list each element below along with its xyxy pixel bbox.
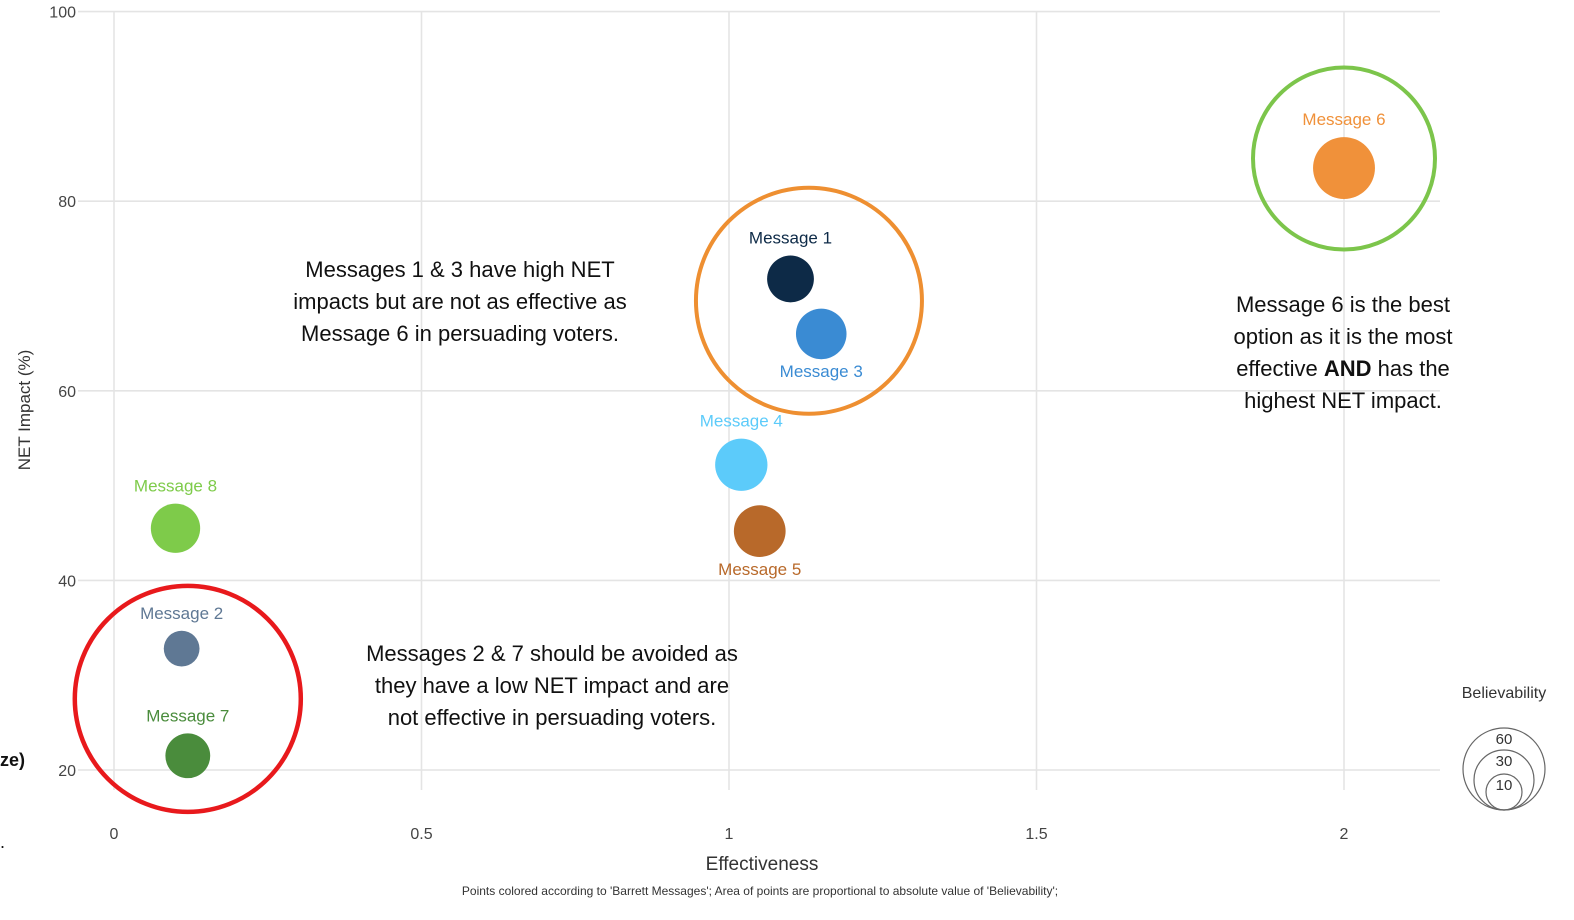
y-tick-label: 80	[58, 194, 76, 211]
data-point	[165, 733, 211, 779]
data-label: Message 2	[140, 604, 223, 623]
annotation-line: impacts but are not as effective as	[293, 289, 627, 314]
data-label: Message 6	[1302, 110, 1385, 129]
highlight-ring	[1251, 65, 1437, 252]
grid-lines	[78, 10, 1440, 790]
clipped-left-mark: .	[0, 832, 6, 852]
y-tick-label: 20	[58, 763, 76, 780]
y-axis-label: NET Impact (%)	[15, 350, 34, 471]
legend-value: 10	[1496, 777, 1513, 794]
believability-legend: Believability 60 30 10	[1462, 685, 1546, 811]
data-label: Message 8	[134, 477, 217, 496]
data-point	[715, 438, 768, 491]
clipped-left-text: ze)	[0, 750, 26, 770]
y-tick-label: 40	[58, 573, 76, 590]
annotation-line: Messages 1 & 3 have high NET	[305, 257, 615, 282]
annotation-line: highest NET impact.	[1244, 388, 1442, 413]
axis-ticks: 20 40 60 80 100 0 0.5 1 1.5 2	[49, 5, 1348, 843]
annotation-line: they have a low NET impact and are	[374, 673, 730, 698]
highlight-ring	[72, 583, 304, 815]
data-point	[1313, 137, 1375, 199]
chart-caption: Points colored according to 'Barrett Mes…	[461, 884, 1059, 898]
highlight-circles	[72, 65, 1437, 815]
data-label: Message 1	[749, 229, 832, 248]
annotation-line: option as it is the most	[1233, 324, 1453, 349]
legend-value: 60	[1496, 731, 1513, 748]
annotation-line: effective AND has the	[1180, 353, 1506, 385]
annotation-line: Message 6 in persuading voters.	[301, 321, 619, 346]
data-point	[150, 503, 201, 553]
legend-title: Believability	[1462, 685, 1546, 702]
y-tick-label: 60	[58, 384, 76, 401]
y-tick-label: 100	[49, 5, 76, 22]
annotation-messages-2-7: Messages 2 & 7 should be avoided as they…	[318, 638, 786, 734]
annotation-bold-and: AND	[1323, 356, 1372, 381]
legend-circle	[1485, 773, 1523, 811]
data-label: Message 3	[780, 362, 863, 381]
data-point	[163, 630, 200, 667]
x-tick-label: 1.5	[1025, 826, 1047, 843]
x-tick-label: 1	[725, 826, 734, 843]
data-point	[795, 308, 847, 360]
legend-value: 30	[1496, 753, 1513, 770]
data-points: Message 1 Message 2 Message 3 Message 4 Mess…	[134, 110, 1386, 779]
x-tick-label: 0	[110, 826, 119, 843]
x-tick-label: 2	[1340, 826, 1349, 843]
data-point	[767, 255, 814, 303]
highlight-ring	[693, 185, 924, 416]
data-label: Message 7	[146, 706, 229, 725]
annotation-text: has the	[1371, 356, 1450, 381]
x-tick-label: 0.5	[410, 826, 432, 843]
annotation-line: not effective in persuading voters.	[387, 705, 717, 730]
x-axis-label: Effectiveness	[706, 854, 819, 875]
annotation-line: Message 6 is the best	[1235, 292, 1450, 317]
annotation-messages-1-3: Messages 1 & 3 have high NET impacts but…	[250, 254, 670, 350]
annotation-message-6: Message 6 is the best option as it is th…	[1180, 289, 1506, 417]
data-point	[733, 505, 786, 557]
data-label: Message 5	[718, 560, 801, 579]
annotation-line: Messages 2 & 7 should be avoided as	[366, 641, 738, 666]
annotation-text: effective	[1236, 356, 1324, 381]
data-label: Message 4	[700, 412, 783, 431]
